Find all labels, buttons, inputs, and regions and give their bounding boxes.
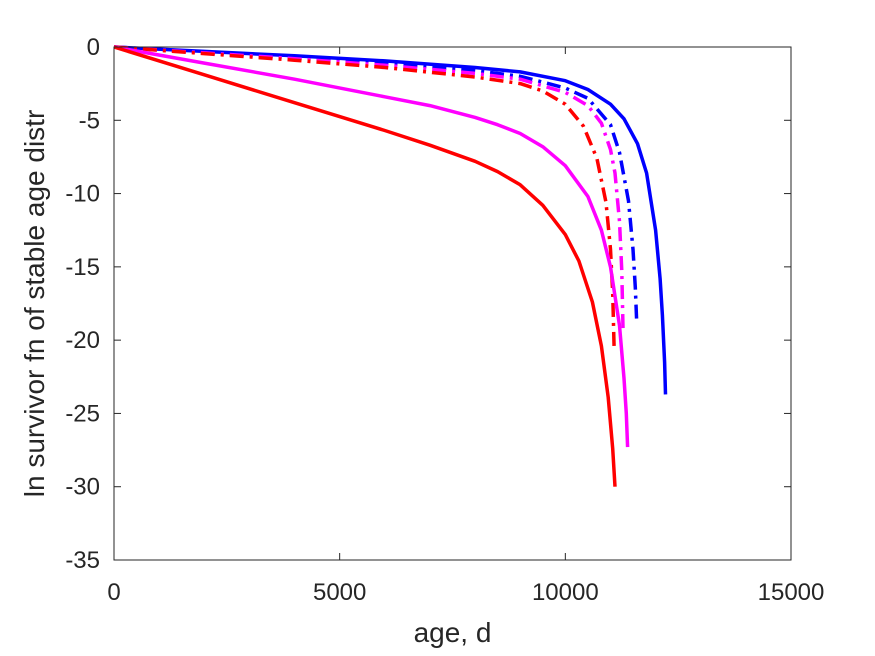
series-line-5 <box>113 45 630 448</box>
plot-frame <box>113 46 792 561</box>
x-tick-label: 10000 <box>532 579 599 606</box>
y-tick-label: -15 <box>65 254 100 281</box>
ticks-layer: 0 5000 10000 15000 0 -5 -10 -15 -20 -25 -30 -35 <box>65 34 824 606</box>
y-tick-label: -35 <box>65 547 100 574</box>
y-axis-label: ln survivor fn of stable age distr <box>19 110 50 498</box>
series-layer <box>113 45 668 487</box>
series-line-1 <box>113 45 668 395</box>
x-axis-label: age, d <box>414 617 492 648</box>
y-tick-label: -10 <box>65 181 100 208</box>
y-tick-label: -30 <box>65 474 100 501</box>
y-tick-label: -20 <box>65 327 100 354</box>
y-tick-label: -25 <box>65 400 100 427</box>
plot-area <box>114 47 791 560</box>
y-tick-label: -5 <box>79 107 100 134</box>
y-tick-label: 0 <box>87 34 100 61</box>
x-tick-label: 15000 <box>758 579 825 606</box>
series-line-4 <box>113 45 616 348</box>
x-tick-label: 5000 <box>313 579 366 606</box>
series-line-6 <box>113 45 617 487</box>
x-tick-label: 0 <box>107 579 120 606</box>
